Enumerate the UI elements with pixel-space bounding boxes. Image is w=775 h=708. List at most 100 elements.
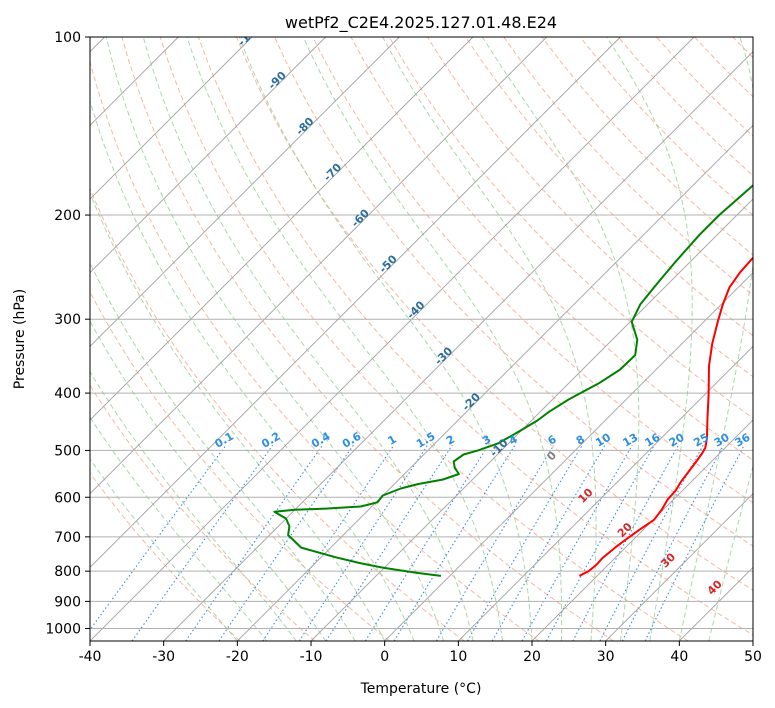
isotherm-line xyxy=(90,37,253,200)
dry-adiabat-line xyxy=(541,37,753,256)
x-tick-label: 40 xyxy=(670,649,688,665)
isotherm-line xyxy=(90,37,474,421)
y-tick-label: 100 xyxy=(54,30,81,46)
profile-series xyxy=(273,184,753,577)
mixing-ratio-line xyxy=(467,444,583,641)
moist-adiabat-line xyxy=(90,370,297,641)
mixing-ratio-line xyxy=(393,444,516,641)
mixing-ratio-line xyxy=(218,444,354,641)
mixing-ratio-label: 0.2 xyxy=(259,430,282,451)
dry-adiabat-line xyxy=(90,187,465,641)
isotherm-line xyxy=(90,37,547,495)
moist-adiabat-line xyxy=(105,37,445,641)
mixing-ratio-label: 25 xyxy=(691,431,711,450)
x-tick-label: -10 xyxy=(300,649,323,665)
dry-adiabat-line xyxy=(732,37,753,59)
isotherm-label: -20 xyxy=(460,390,483,413)
dry-adiabat-line xyxy=(350,37,753,461)
y-tick-label: 400 xyxy=(54,386,81,402)
isobars xyxy=(90,37,753,629)
dry-adiabat-line xyxy=(771,37,775,641)
mixing-ratio-line xyxy=(185,444,324,641)
dry-adiabat-line xyxy=(274,37,753,547)
x-tick-label: -30 xyxy=(152,649,175,665)
y-tick-label: 700 xyxy=(54,530,81,546)
mixing-ratio-label: 0.6 xyxy=(340,430,364,451)
dry-adiabat-line xyxy=(197,37,753,636)
dry-adiabat-line xyxy=(312,37,753,504)
mixing-ratio-line xyxy=(545,444,655,641)
moist-adiabat-line xyxy=(238,37,533,641)
isotherms xyxy=(90,37,753,641)
mixing-ratio-label: 36 xyxy=(733,431,753,450)
isotherm-label: -60 xyxy=(349,206,372,229)
mixing-ratio-label: 13 xyxy=(621,431,641,450)
dry-adiabat-line xyxy=(121,37,614,641)
isotherm-line xyxy=(90,37,400,347)
isotherm-line xyxy=(90,37,695,641)
mixing-ratio-lines xyxy=(90,444,745,641)
moist-adiabat-line xyxy=(90,99,415,641)
dry-adiabat-line xyxy=(90,384,316,641)
mixing-ratio-label: 6 xyxy=(545,432,558,447)
isotherm-line xyxy=(90,37,621,568)
y-axis-label: Pressure (hPa) xyxy=(12,289,28,389)
mixing-ratio-line xyxy=(131,444,274,641)
mixing-ratio-label: 2 xyxy=(444,433,457,448)
dry-adiabat-line xyxy=(159,37,689,641)
mixing-ratio-label: 20 xyxy=(667,431,687,450)
dry-adiabat-label: 10 xyxy=(576,486,596,506)
isotherm-label: -40 xyxy=(404,298,427,321)
isotherm-line xyxy=(531,419,753,641)
isotherm-line xyxy=(90,37,326,274)
isotherm-line xyxy=(163,51,753,641)
moist-adiabat-line xyxy=(678,37,753,641)
dry-adiabat-line xyxy=(465,37,753,337)
x-tick-label: 30 xyxy=(597,649,615,665)
y-tick-label: 300 xyxy=(54,312,81,328)
y-tick-label: 900 xyxy=(54,594,81,610)
dry-adiabat-line xyxy=(388,37,753,419)
mixing-ratio-line xyxy=(262,444,395,641)
x-tick-label: 50 xyxy=(744,649,762,665)
isotherm-label: -100 xyxy=(235,20,264,49)
y-tick-label: 600 xyxy=(54,490,81,506)
mixing-ratio-line xyxy=(644,444,745,641)
isotherm-line xyxy=(679,566,753,641)
isotherm-label: -50 xyxy=(377,252,400,275)
moist-adiabat-line xyxy=(90,261,356,641)
mixing-ratio-line xyxy=(364,444,489,641)
mixing-ratio-line xyxy=(621,444,724,641)
chart-title: wetPf2_C2E4.2025.127.01.48.E24 xyxy=(285,13,557,33)
dry-adiabat-line xyxy=(90,290,390,641)
x-tick-label: 0 xyxy=(380,649,389,665)
mixing-ratio-line xyxy=(325,444,453,641)
isotherm-label: -80 xyxy=(293,115,316,138)
moist-adiabat-line xyxy=(302,37,563,641)
dry-adiabat-label: 30 xyxy=(658,550,678,570)
isotherm-line xyxy=(384,272,753,641)
x-axis-ticks: -40 -30 -20 -10 0 10 20 30 40 50 xyxy=(79,641,762,665)
temperature-line xyxy=(578,256,753,577)
mixing-ratio-line xyxy=(572,444,679,641)
mixing-ratio-label: 16 xyxy=(643,431,663,450)
x-tick-label: 20 xyxy=(523,649,541,665)
isotherm-line xyxy=(310,198,753,641)
y-tick-label: 1000 xyxy=(45,621,81,637)
dry-adiabat-line xyxy=(503,37,753,296)
mixing-ratio-label: 1.5 xyxy=(414,430,437,451)
dry-adiabat-line xyxy=(236,37,753,591)
moist-adiabat-line xyxy=(708,464,753,641)
mixing-ratio-label: 0.4 xyxy=(309,430,333,451)
dry-adiabat-line xyxy=(90,472,241,641)
y-axis-ticks: 100 200 300 400 500 600 700 800 900 1000 xyxy=(45,30,90,637)
moist-adiabat-line xyxy=(481,37,640,641)
isotherm-label: -70 xyxy=(321,160,344,183)
x-axis-label: Temperature (°C) xyxy=(360,681,482,697)
moist-adiabat-line xyxy=(186,37,503,641)
moist-adiabat-line xyxy=(382,37,597,641)
moist-adiabat-line xyxy=(90,191,386,641)
dewpoint-line xyxy=(273,184,753,577)
x-tick-label: -20 xyxy=(226,649,249,665)
